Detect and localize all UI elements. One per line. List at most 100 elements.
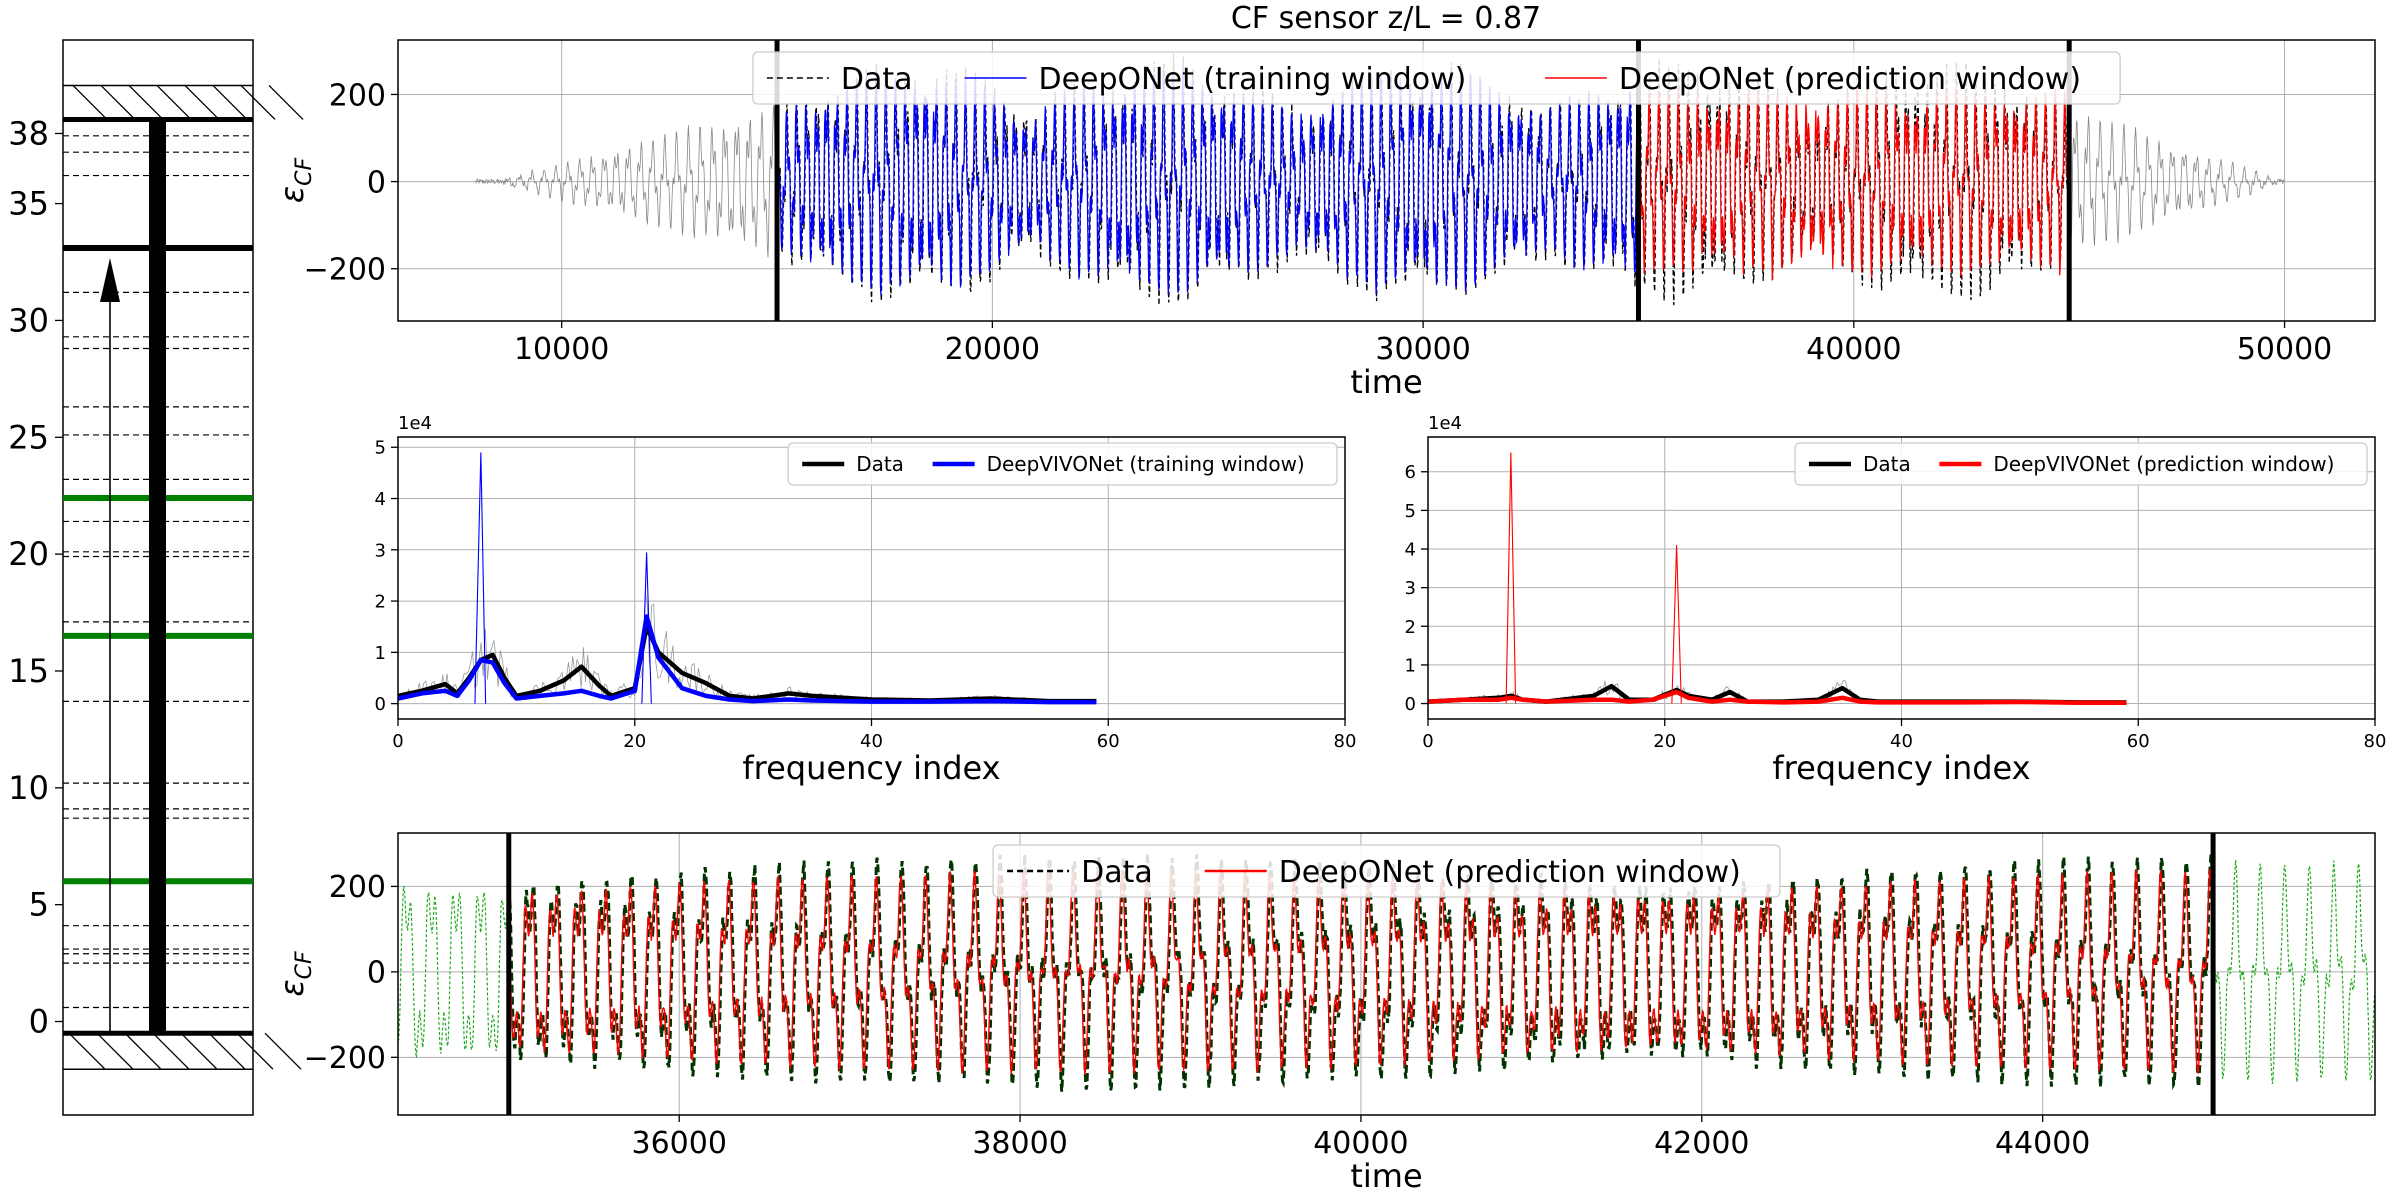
plot-lines: [398, 852, 2375, 1092]
legend-box: [752, 51, 2121, 105]
y-tick-label: 6: [1405, 462, 1416, 483]
hatch-line: [180, 1032, 218, 1070]
legend-box: [1794, 442, 2368, 486]
x-tick-label: 44000: [1995, 1126, 2090, 1161]
legend-label-deeponet-prediction-window: DeepONet (prediction window): [1619, 62, 2081, 97]
hatch-line: [124, 1032, 162, 1070]
hatch-line: [152, 1032, 190, 1070]
y-tick-label: 10: [8, 769, 49, 807]
x-tick-label: 50000: [2237, 332, 2332, 367]
x-tick-label: 10000: [514, 332, 609, 367]
hatch-line: [100, 84, 136, 120]
y-tick-label: 15: [8, 652, 49, 690]
hatch-line: [208, 1032, 246, 1070]
plot-lines: [398, 452, 1097, 705]
x-tick-label: 20000: [945, 332, 1040, 367]
x-axis-label: frequency index: [1772, 749, 2030, 787]
y-tick-label: 200: [329, 78, 386, 113]
y-axis-label-symbol: ε: [273, 186, 311, 203]
y-tick-label: 1: [1405, 655, 1416, 676]
y-tick-label: 0: [367, 165, 386, 200]
series-deepvivonet-training-window: [398, 614, 1097, 705]
x-axis-label: time: [1350, 363, 1422, 401]
x-tick-label: 60: [1097, 731, 1120, 752]
y-tick-label: 2: [375, 592, 386, 613]
hatch-line: [240, 84, 276, 120]
time-series-full-plot: 10000 20000 30000 40000 50000 −200 0 200 time εCF…: [273, 39, 2376, 401]
y-tick-label: 35: [8, 185, 49, 223]
plot-lines: [475, 53, 2285, 306]
legend-label-deepvivonet-prediction-window: DeepVIVONet (prediction window): [1993, 452, 2334, 476]
x-tick-label: 0: [1422, 731, 1433, 752]
figure-title: CF sensor z/L = 0.87: [1231, 1, 1541, 36]
y-tick-label: 30: [8, 301, 49, 339]
axes-frame: [397, 832, 2376, 1116]
x-tick-label: 30000: [1375, 332, 1470, 367]
y-tick-label: 5: [375, 438, 386, 459]
hatch-line: [268, 84, 304, 120]
data-series-outside-window: [2068, 116, 2285, 246]
x-tick-label: 80: [1334, 731, 1357, 752]
legend-label-data: Data: [841, 62, 913, 97]
plot-lines: [1428, 452, 2127, 706]
hatch-line: [96, 1032, 134, 1070]
x-tick-label: 40000: [1313, 1126, 1408, 1161]
legend: Data DeepONet (prediction window): [992, 844, 1781, 898]
hatch-line: [236, 1032, 274, 1070]
hatch-line: [184, 84, 220, 120]
x-tick-label: 20: [623, 731, 646, 752]
y-tick-label: 0: [1405, 694, 1416, 715]
y-axis-label: εCF: [273, 157, 317, 203]
y-axis-label-symbol: ε: [273, 979, 311, 996]
spectrum-peak: [474, 452, 487, 704]
axis-scale-label: 1e4: [398, 413, 432, 434]
series-data: [507, 852, 2215, 1092]
x-tick-label: 36000: [631, 1126, 726, 1161]
axes-frame: [397, 39, 2376, 322]
y-axis-label: εCF: [273, 951, 317, 997]
y-tick-label: 2: [1405, 617, 1416, 638]
x-tick-label: 80: [2364, 731, 2387, 752]
series-deeponet-training: [776, 66, 1639, 296]
legend-label-deeponet-training-window: DeepONet (training window): [1039, 62, 1467, 97]
x-tick-label: 40: [1890, 731, 1913, 752]
x-axis-label: time: [1350, 1157, 1422, 1195]
y-tick-label: −200: [304, 1041, 386, 1076]
x-tick-label: 40: [860, 731, 883, 752]
data-series-outside-window: [475, 104, 778, 258]
x-tick-label: 0: [392, 731, 403, 752]
hatch-line: [212, 84, 248, 120]
direction-arrow-head: [100, 257, 120, 302]
x-tick-label: 20: [1653, 731, 1676, 752]
y-tick-label: 25: [8, 418, 49, 456]
series-deeponet-prediction: [1637, 84, 2070, 281]
legend: Data DeepVIVONet (prediction window): [1794, 442, 2368, 486]
spectrum-training-plot: 0 20 40 60 80 0 1 2 3 4 5 frequency index 1e4 Data Dee…: [375, 413, 1357, 787]
y-tick-label: 38: [8, 114, 49, 152]
y-tick-label: 3: [1405, 578, 1416, 599]
riser-pipe: [149, 119, 166, 1034]
y-tick-label: 5: [29, 886, 49, 924]
hatch-line: [72, 84, 108, 120]
spectrum-peak: [641, 552, 652, 704]
legend: Data DeepVIVONet (training window): [787, 442, 1338, 486]
y-tick-label: 4: [375, 489, 386, 510]
legend-label-deepvivonet-training-window: DeepVIVONet (training window): [987, 452, 1305, 476]
spectrum-prediction-plot: 0 20 40 60 80 0 1 2 3 4 5 6 frequency index 1e4 Data De…: [1405, 413, 2387, 787]
y-tick-label: 0: [367, 956, 386, 991]
hatch-line: [68, 1032, 106, 1070]
legend-label-deeponet-prediction-window: DeepONet (prediction window): [1279, 855, 1741, 890]
y-tick-label: 0: [29, 1003, 49, 1041]
y-axis-label-subscript: CF: [292, 951, 317, 979]
data-outside-window: [2212, 859, 2375, 1084]
legend-label-data: Data: [1863, 452, 1911, 476]
y-tick-label: 4: [1405, 540, 1416, 561]
y-tick-label: 5: [1405, 501, 1416, 522]
y-tick-label: 200: [329, 870, 386, 905]
legend-box: [787, 442, 1338, 486]
spectrum-peak: [1505, 452, 1517, 704]
series-deepvivonet-prediction-window: [1428, 689, 2127, 706]
axis-scale-label: 1e4: [1428, 413, 1462, 434]
y-axis-label-subscript: CF: [292, 157, 317, 185]
